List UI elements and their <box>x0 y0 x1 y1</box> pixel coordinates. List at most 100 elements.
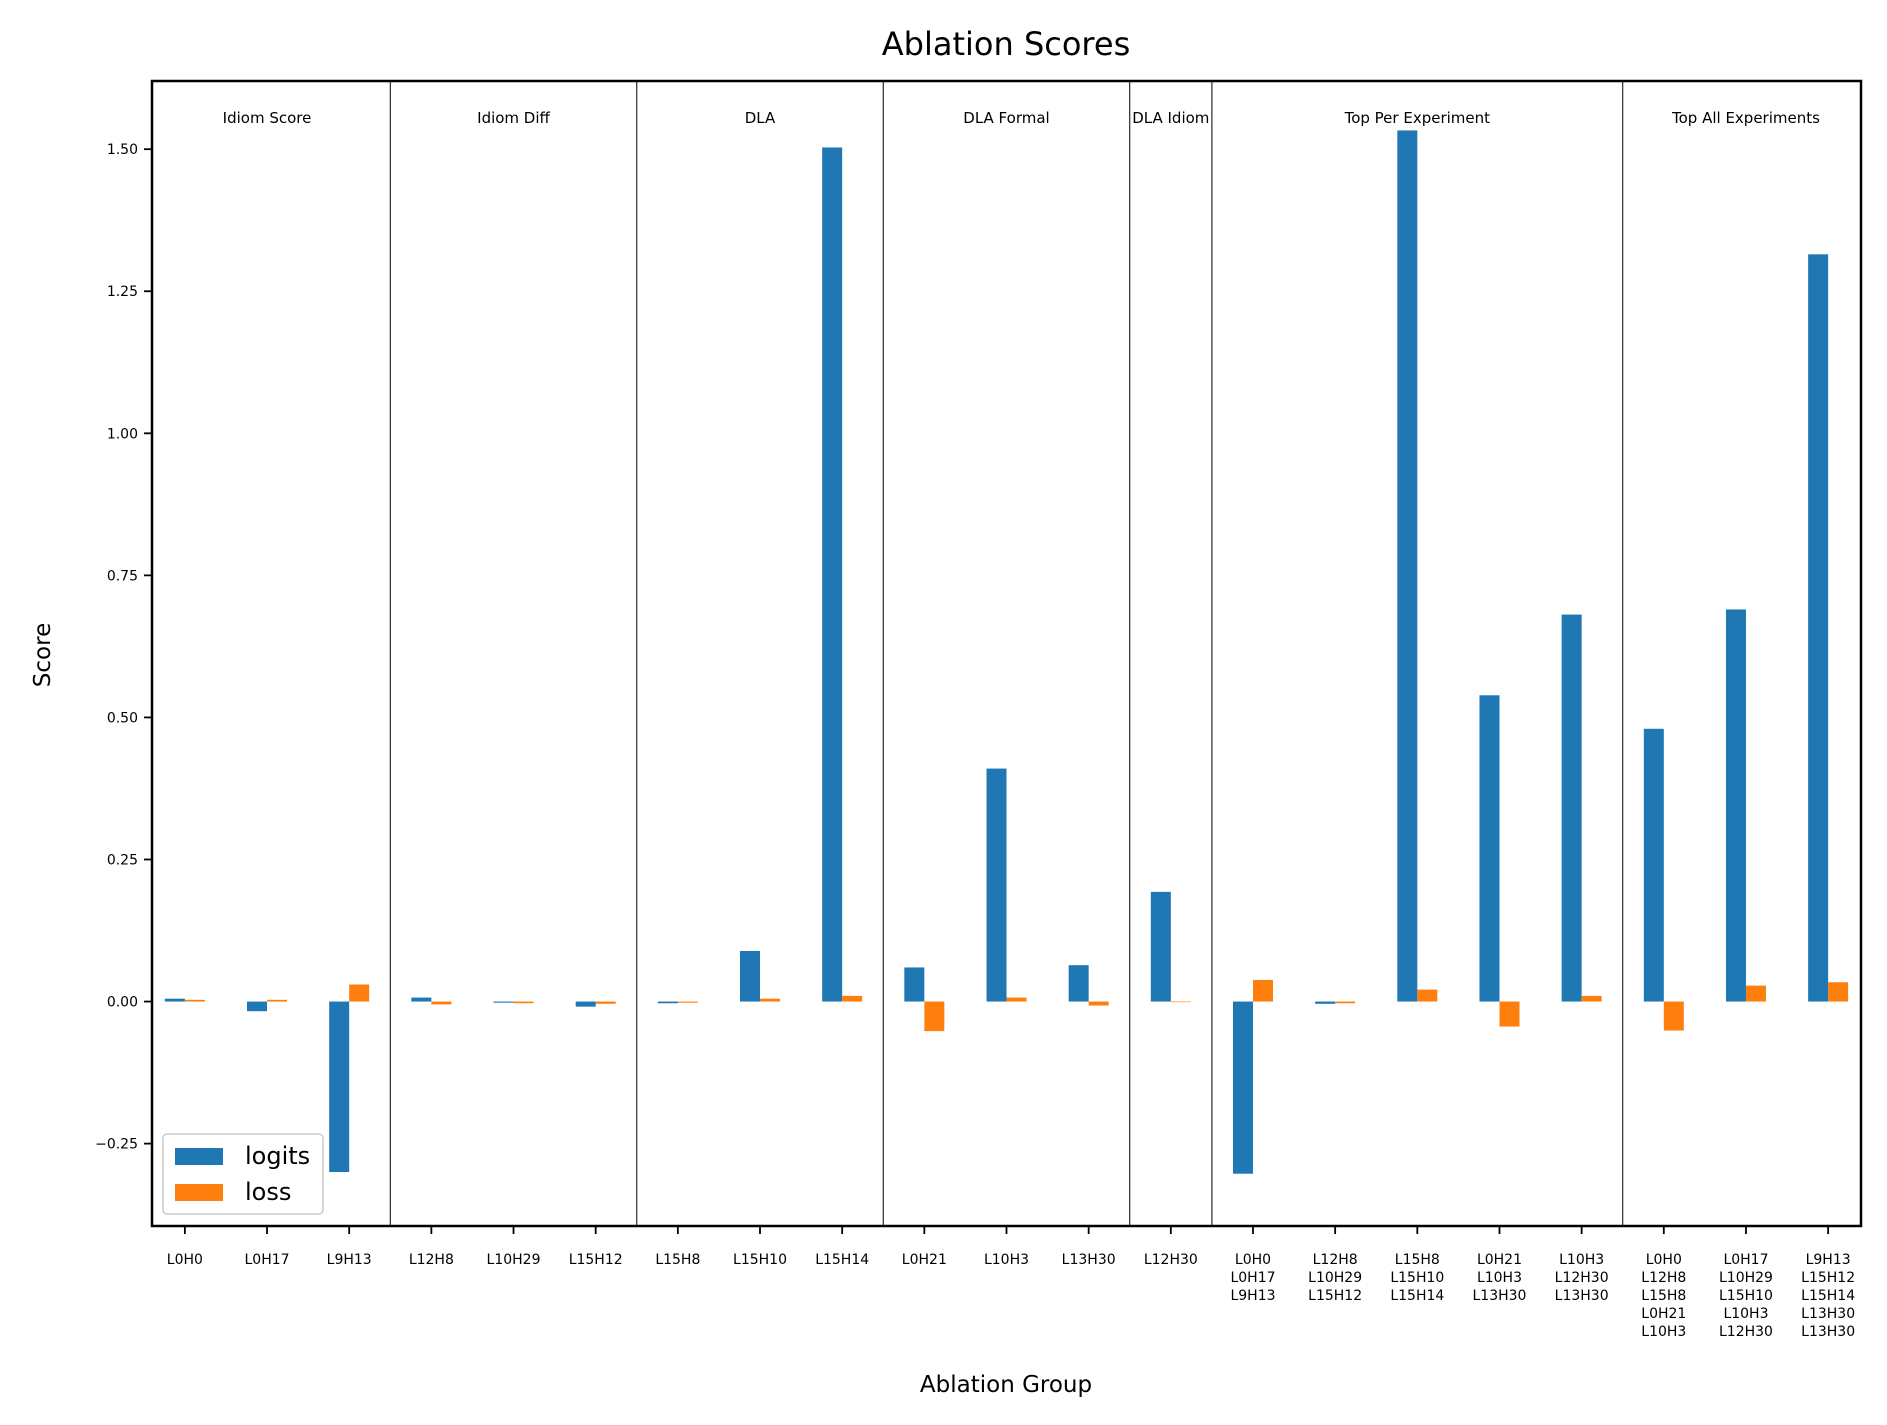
x-tick-label: L15H12 <box>569 1252 623 1268</box>
bar-logits <box>329 1001 350 1173</box>
x-tick-label: L0H0 L12H8 L15H8 L0H21 L10H3 <box>1641 1252 1686 1340</box>
x-tick-label-line: L0H21 <box>1477 1252 1522 1268</box>
group-label: Idiom Score <box>223 109 312 127</box>
bar-loss <box>924 1001 945 1032</box>
x-tick-label-line: L12H30 <box>1144 1252 1198 1268</box>
legend-swatch-loss <box>175 1184 223 1201</box>
group-label: Top Per Experiment <box>1344 109 1491 127</box>
bar-loss <box>431 1001 452 1005</box>
x-tick-label: L0H17 <box>244 1252 289 1268</box>
plot-frame <box>150 79 1863 1228</box>
bar-loss <box>267 999 288 1002</box>
y-tick-label: 0.25 <box>107 852 138 868</box>
x-tick-label-line: L9H13 <box>327 1252 372 1268</box>
x-tick-label: L0H0 L0H17 L9H13 <box>1230 1252 1275 1304</box>
bar-logits <box>986 768 1007 1002</box>
y-tick-label: 0.50 <box>107 710 138 726</box>
x-tick-label-line: L10H3 <box>1559 1252 1604 1268</box>
x-tick-label-line: L12H8 <box>1641 1270 1686 1286</box>
x-tick-label: L15H10 <box>733 1252 787 1268</box>
x-tick-label-line: L15H14 <box>1801 1288 1855 1304</box>
x-tick-label: L0H17 L10H29 L15H10 L10H3 L12H30 <box>1719 1252 1773 1340</box>
bar-loss <box>1170 1001 1191 1003</box>
x-tick-label-line: L10H29 <box>1308 1270 1362 1286</box>
legend-label-logits: logits <box>245 1142 310 1170</box>
y-tick-label: −0.25 <box>95 1137 138 1153</box>
bar-logits <box>1315 1001 1336 1004</box>
bar-loss <box>1581 995 1602 1002</box>
bar-logits <box>1150 891 1171 1002</box>
bar-loss <box>1252 979 1273 1002</box>
x-tick-label-line: L15H12 <box>1308 1288 1362 1304</box>
bar-logits <box>1808 254 1829 1002</box>
bar-logits <box>822 147 843 1002</box>
group-label: DLA Formal <box>963 109 1049 127</box>
x-tick-label-line: L9H13 <box>1806 1252 1851 1268</box>
x-tick-label: L0H0 <box>167 1252 203 1268</box>
bar-loss <box>595 1001 616 1004</box>
x-tick-label: L9H13 <box>327 1252 372 1268</box>
x-tick-label-line: L0H0 <box>1646 1252 1682 1268</box>
bar-logits <box>1479 695 1500 1002</box>
x-tick-label: L0H21 L10H3 L13H30 <box>1472 1252 1526 1304</box>
x-axis-label: Ablation Group <box>920 1372 1092 1398</box>
y-tick-label: 1.50 <box>107 142 138 158</box>
bar-loss <box>1745 985 1766 1002</box>
x-tick-label-line: L0H0 <box>1235 1252 1271 1268</box>
group-label: DLA <box>745 109 776 127</box>
bar-loss <box>1417 989 1438 1002</box>
x-tick-label-line: L0H17 <box>244 1252 289 1268</box>
x-tick-label-line: L10H3 <box>1723 1306 1768 1322</box>
x-tick-label-line: L15H12 <box>569 1252 623 1268</box>
x-tick-label-line: L15H12 <box>1801 1270 1855 1286</box>
x-tick-label-line: L15H8 <box>1641 1288 1686 1304</box>
bar-logits <box>411 997 432 1002</box>
plot-area: Idiom Score Idiom Diff DLA DLA Formal DLA Id… <box>95 81 1855 1340</box>
y-tick-label: 0.00 <box>107 995 138 1011</box>
x-tick-label-line: L0H21 <box>1641 1306 1686 1322</box>
x-tick-label-line: L0H17 <box>1723 1252 1768 1268</box>
bar-loss <box>1663 1001 1684 1031</box>
x-tick-label-line: L15H14 <box>815 1252 869 1268</box>
x-tick-label: L12H30 <box>1144 1252 1198 1268</box>
y-tick-label: 1.00 <box>107 426 138 442</box>
bar-logits <box>657 1001 678 1004</box>
x-tick-label-line: L0H0 <box>167 1252 203 1268</box>
x-tick-label-line: L0H21 <box>902 1252 947 1268</box>
x-tick-label-line: L13H30 <box>1801 1324 1855 1340</box>
x-tick-label: L15H8 L15H10 L15H14 <box>1390 1252 1444 1304</box>
x-tick-label: L10H3 <box>984 1252 1029 1268</box>
x-tick-label: L12H8 <box>409 1252 454 1268</box>
bar-logits <box>1232 1001 1253 1174</box>
x-tick-label-line: L13H30 <box>1062 1252 1116 1268</box>
bar-loss <box>1828 982 1849 1002</box>
x-tick-label-line: L15H14 <box>1390 1288 1444 1304</box>
bar-loss <box>1335 1001 1356 1004</box>
bar-loss <box>513 1001 534 1004</box>
bar-logits <box>1725 609 1746 1002</box>
x-tick-label-line: L13H30 <box>1801 1306 1855 1322</box>
x-tick-label-line: L13H30 <box>1472 1288 1526 1304</box>
chart-title: Ablation Scores <box>882 25 1130 63</box>
x-tick-label-line: L10H3 <box>1641 1324 1686 1340</box>
x-tick-label-line: L15H10 <box>1390 1270 1444 1286</box>
bar-logits <box>1397 130 1418 1002</box>
y-tick-label: 1.25 <box>107 284 138 300</box>
x-tick-label-line: L12H30 <box>1555 1270 1609 1286</box>
x-tick-label-line: L12H8 <box>409 1252 454 1268</box>
x-tick-label: L15H8 <box>655 1252 700 1268</box>
bar-logits <box>1561 614 1582 1002</box>
legend: logits loss <box>162 1133 324 1215</box>
x-tick-label-line: L15H8 <box>655 1252 700 1268</box>
bar-logits <box>740 950 761 1002</box>
bar-loss <box>760 998 781 1002</box>
bar-loss <box>1088 1001 1109 1006</box>
x-tick-label-line: L10H29 <box>1719 1270 1773 1286</box>
x-tick-label-line: L10H29 <box>487 1252 541 1268</box>
x-tick-label-line: L15H10 <box>733 1252 787 1268</box>
x-tick-label-line: L0H17 <box>1230 1270 1275 1286</box>
legend-label-loss: loss <box>245 1178 291 1206</box>
x-tick-label: L9H13 L15H12 L15H14 L13H30 L13H30 <box>1801 1252 1855 1340</box>
x-tick-label-line: L13H30 <box>1555 1288 1609 1304</box>
bar-loss <box>1499 1001 1520 1027</box>
